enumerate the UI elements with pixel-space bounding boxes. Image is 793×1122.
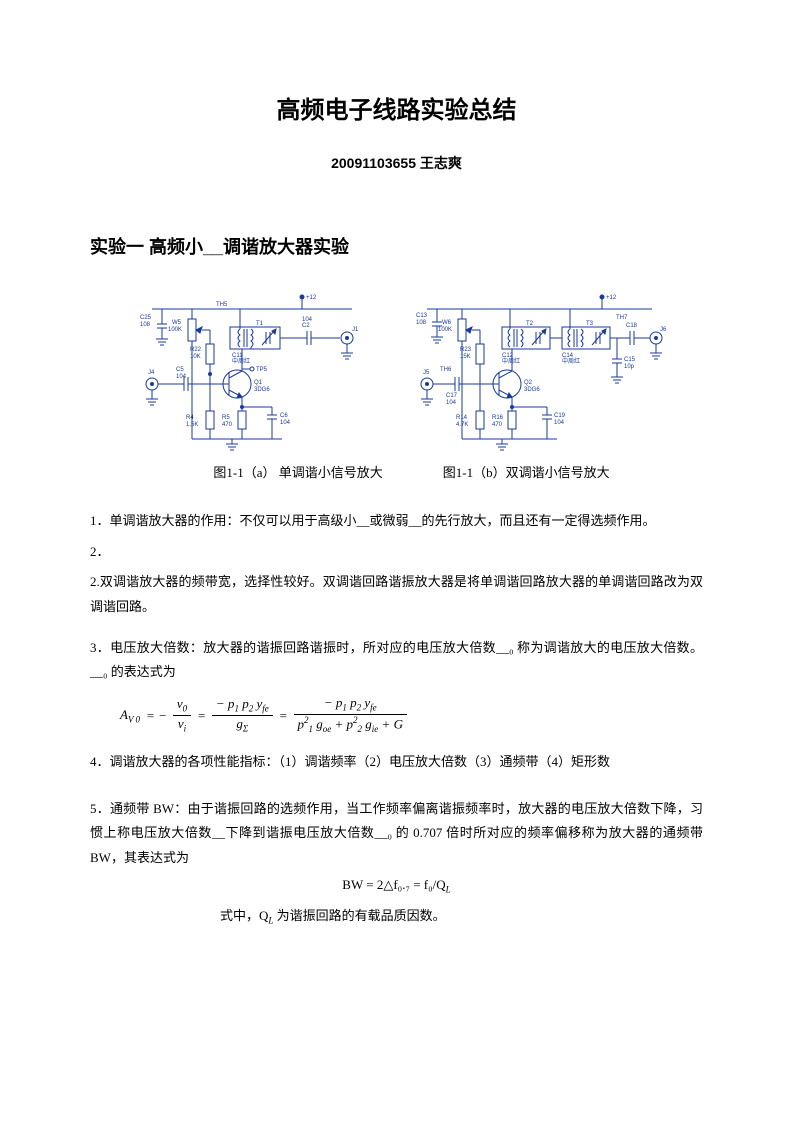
caption-a: 图1-1（a） 单调谐小信号放大 [213,462,382,481]
f2-num-c: y [253,696,262,711]
svg-text:TH7: TH7 [616,315,628,321]
svg-text:108: 108 [416,320,427,326]
formula-av0: AV 0 = − v0 vi = − p1 p2 yfe gΣ = − p1 p… [120,695,703,736]
page-title: 高频电子线路实验总结 [90,90,703,125]
svg-text:TP5: TP5 [256,367,268,373]
f3-den-G: G [394,717,403,732]
section-1-heading: 实验一 高频小__调谐放大器实验 [90,233,703,259]
svg-text:10p: 10p [624,364,635,370]
f2-den-sub: Σ [243,724,248,734]
bw-note-tail: 为谐振回路的有载品质因数。 [273,908,445,923]
f3-den-plus1: + [331,717,346,732]
svg-text:+12: +12 [306,295,317,301]
f3-den-b: g [313,717,323,732]
svg-text:104: 104 [554,420,565,426]
f1-num-sub: 0 [183,703,188,713]
bw-note-head: 式中，Q [220,908,268,923]
formula-eq3: = [279,708,288,724]
svg-text:中周红: 中周红 [232,357,250,365]
svg-text:Q1: Q1 [254,380,263,386]
f3-den-d: g [362,717,372,732]
paragraph-5: 5．通频带 BW：由于谐振回路的选频作用，当工作频率偏离谐振频率时，放大器的电压… [90,797,703,871]
figure-captions: 图1-1（a） 单调谐小信号放大 图1-1（b）双调谐小信号放大 [90,462,703,481]
f2-num-a: − p [216,696,235,711]
formula-lhs: A [120,707,128,722]
svg-text:C25: C25 [140,315,152,321]
svg-text:中周红: 中周红 [502,357,520,365]
svg-text:W6: W6 [442,320,452,326]
svg-text:100K: 100K [168,327,182,333]
paragraph-2-label: 2． [90,540,703,565]
svg-text:3DG6: 3DG6 [254,387,270,393]
author-line: 20091103655 王志爽 [90,153,703,173]
svg-text:J1: J1 [352,327,359,333]
circuit-diagram-b-icon: +12 C13 108 W6 100K R23 [402,289,672,454]
svg-text:104: 104 [302,317,313,323]
svg-text:C18: C18 [626,323,638,329]
paragraph-1: 1．单调谐放大器的作用：不仅可以用于高级小__或微弱__的先行放大，而且还有一定… [90,509,703,534]
f3-num-c: y [361,695,370,710]
circuit-diagram-a-icon: +12 C25 108 W5 100K [122,289,372,454]
svg-text:C13: C13 [416,313,428,319]
figures-row: +12 C25 108 W5 100K [90,289,703,454]
figure-1-1-b: +12 C13 108 W6 100K R23 [402,289,672,454]
formula-eq1: = − [146,708,167,724]
svg-text:J6: J6 [660,327,667,333]
f3-num-b: p [347,695,357,710]
f3-num-a: − p [324,695,343,710]
svg-text:TH6: TH6 [440,367,452,373]
svg-text:中周红: 中周红 [562,357,580,365]
formula-lhs-sub: V 0 [128,714,140,724]
svg-text:Q2: Q2 [524,380,533,386]
f3-num-c-sub: fe [370,703,377,713]
svg-text:J4: J4 [148,370,155,376]
svg-text:C17: C17 [446,393,458,399]
svg-text:C19: C19 [554,413,566,419]
paragraph-4: 4．调谐放大器的各项性能指标：（1）调谐频率（2）电压放大倍数（3）通频带（4）… [90,750,703,775]
svg-text:T3: T3 [586,321,594,327]
paragraph-2-body: 2.双调谐放大器的频带宽，选择性较好。双调谐回路谐振放大器是将单调谐回路放大器的… [90,570,703,619]
caption-b: 图1-1（b）双调谐小信号放大 [443,462,610,481]
svg-text:T1: T1 [256,321,264,327]
bw-formula-sub: L [446,884,451,894]
figure-1-1-a: +12 C25 108 W5 100K [122,289,372,454]
svg-text:470: 470 [222,422,233,428]
paragraph-3-text: 3．电压放大倍数：放大器的谐振回路谐振时，所对应的电压放大倍数__₀ 称为调谐放… [90,640,703,680]
f3-den-b-sub: oe [323,724,332,734]
svg-text:+12: +12 [606,295,617,301]
svg-text:C15: C15 [624,357,636,363]
svg-text:104: 104 [176,374,187,380]
svg-text:470: 470 [492,422,503,428]
svg-text:C2: C2 [302,323,310,329]
bw-note: 式中，QL 为谐振回路的有载品质因数。 [90,904,703,930]
formula-eq2: = [197,708,206,724]
svg-text:3DG6: 3DG6 [524,387,540,393]
svg-text:R4: R4 [186,415,194,421]
svg-text:C5: C5 [176,367,184,373]
svg-text:R5: R5 [222,415,230,421]
svg-text:TH5: TH5 [216,302,228,308]
svg-text:108: 108 [140,322,151,328]
bw-formula-text: BW = 2△f₀.₇ = f₀/Q [342,877,445,892]
svg-text:J5: J5 [423,370,430,376]
bw-formula: BW = 2△f₀.₇ = f₀/QL [90,877,703,895]
svg-text:100K: 100K [438,327,452,333]
svg-text:104: 104 [280,420,291,426]
f2-num-c-sub: fe [262,703,269,713]
f3-den-plus2: + [378,717,393,732]
svg-text:W5: W5 [172,320,182,326]
f1-den-sub: i [184,724,187,734]
svg-text:R16: R16 [492,415,504,421]
svg-text:C6: C6 [280,413,288,419]
f2-num-b: p [239,696,249,711]
paragraph-3: 3．电压放大倍数：放大器的谐振回路谐振时，所对应的电压放大倍数__₀ 称为调谐放… [90,636,703,685]
svg-text:T2: T2 [526,321,534,327]
svg-text:104: 104 [446,400,457,406]
